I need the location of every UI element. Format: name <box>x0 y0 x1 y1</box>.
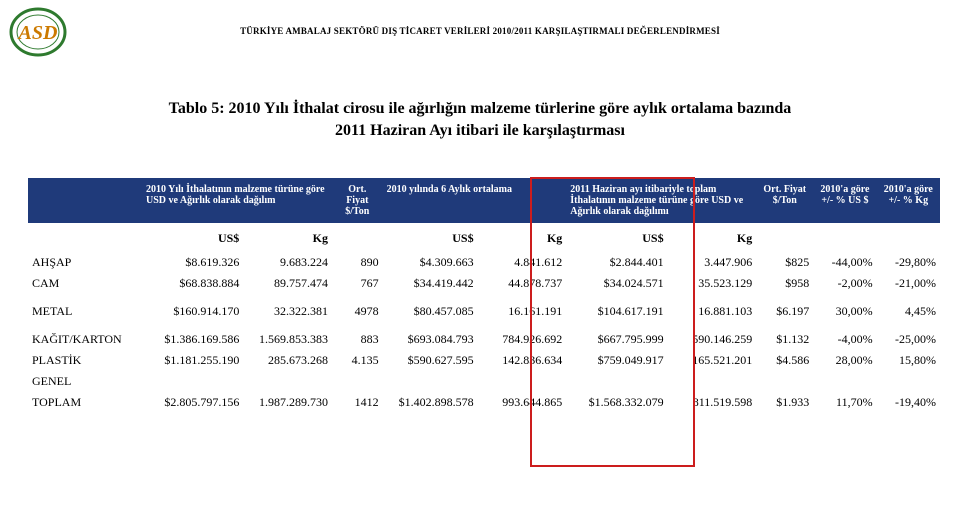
cell: $2.844.401 <box>566 252 667 273</box>
table-row: METAL$160.914.17032.322.3814978$80.457.0… <box>28 294 940 322</box>
cell: $6.197 <box>756 294 813 322</box>
cell: 28,00% <box>813 350 876 371</box>
cell: $693.084.793 <box>383 322 478 350</box>
table-title: Tablo 5: 2010 Yılı İthalat cirosu ile ağ… <box>50 98 910 141</box>
cell: 1.569.853.383 <box>243 322 332 350</box>
cell: 4,45% <box>877 294 940 322</box>
unit-usd-3: US$ <box>566 223 667 252</box>
cell: 767 <box>332 273 383 294</box>
cell: -29,80% <box>877 252 940 273</box>
row-label: CAM <box>28 273 142 294</box>
cell: $160.914.170 <box>142 294 243 322</box>
cell: 35.523.129 <box>668 273 757 294</box>
cell: $825 <box>756 252 813 273</box>
table-header-blue: 2010 Yılı İthalatının malzeme türüne gör… <box>28 178 940 223</box>
unit-usd-2: US$ <box>383 223 478 252</box>
cell: -19,40% <box>877 392 940 413</box>
table-body: AHŞAP$8.619.3269.683.224890$4.309.6634.8… <box>28 252 940 413</box>
cell: 9.683.224 <box>243 252 332 273</box>
table-row: PLASTİK$1.181.255.190285.673.2684.135$59… <box>28 350 940 371</box>
cell: 890 <box>332 252 383 273</box>
cell: -2,00% <box>813 273 876 294</box>
cell: 44.878.737 <box>478 273 567 294</box>
cell: 811.519.598 <box>668 392 757 413</box>
cell: 883 <box>332 322 383 350</box>
cell: $34.419.442 <box>383 273 478 294</box>
row-label: METAL <box>28 294 142 322</box>
cell: 32.322.381 <box>243 294 332 322</box>
cell: $1.386.169.586 <box>142 322 243 350</box>
cell: $2.805.797.156 <box>142 392 243 413</box>
cell: $80.457.085 <box>383 294 478 322</box>
table-row: AHŞAP$8.619.3269.683.224890$4.309.6634.8… <box>28 252 940 273</box>
cell: $1.402.898.578 <box>383 392 478 413</box>
cell: 1412 <box>332 392 383 413</box>
cell: 16.881.103 <box>668 294 757 322</box>
table-row: TOPLAM$2.805.797.1561.987.289.7301412$1.… <box>28 392 940 413</box>
cell: 1.987.289.730 <box>243 392 332 413</box>
cell: 4978 <box>332 294 383 322</box>
cell: 15,80% <box>877 350 940 371</box>
cell: 993.644.865 <box>478 392 567 413</box>
table-row: KAĞIT/KARTON$1.386.169.5861.569.853.3838… <box>28 322 940 350</box>
unit-kg-2: Kg <box>478 223 567 252</box>
table-row: CAM$68.838.88489.757.474767$34.419.44244… <box>28 273 940 294</box>
cell: $1.568.332.079 <box>566 392 667 413</box>
hdr-col-2: Ort. Fiyat $/Ton <box>332 178 383 223</box>
cell: 590.146.259 <box>668 322 757 350</box>
cell: -4,00% <box>813 322 876 350</box>
cell: $4.309.663 <box>383 252 478 273</box>
cell: 165.521.201 <box>668 350 757 371</box>
hdr-col-4: 2011 Haziran ayı itibariyle toplam İthal… <box>566 178 756 223</box>
cell: $104.617.191 <box>566 294 667 322</box>
cell: -21,00% <box>877 273 940 294</box>
row-label-extra: GENEL <box>28 371 142 392</box>
title-line-2: 2011 Haziran Ayı itibari ile karşılaştır… <box>50 120 910 142</box>
table-header-units: US$ Kg US$ Kg US$ Kg <box>28 223 940 252</box>
cell: $8.619.326 <box>142 252 243 273</box>
cell: $34.024.571 <box>566 273 667 294</box>
hdr-col-7: 2010'a göre +/- % Kg <box>877 178 940 223</box>
hdr-col-3: 2010 yılında 6 Aylık ortalama <box>383 178 567 223</box>
hdr-col-6: 2010'a göre +/- % US $ <box>813 178 876 223</box>
unit-usd-1: US$ <box>142 223 243 252</box>
cell: $1.933 <box>756 392 813 413</box>
row-label: KAĞIT/KARTON <box>28 322 142 350</box>
row-label: AHŞAP <box>28 252 142 273</box>
cell: $590.627.595 <box>383 350 478 371</box>
row-label: TOPLAM <box>28 392 142 413</box>
cell: $4.586 <box>756 350 813 371</box>
cell: 285.673.268 <box>243 350 332 371</box>
unit-kg-3: Kg <box>668 223 757 252</box>
cell: $958 <box>756 273 813 294</box>
cell: 30,00% <box>813 294 876 322</box>
table-wrapper: 2010 Yılı İthalatının malzeme türüne gör… <box>28 178 940 413</box>
cell: 3.447.906 <box>668 252 757 273</box>
cell: 142.836.634 <box>478 350 567 371</box>
cell: $1.181.255.190 <box>142 350 243 371</box>
page-header-small: TÜRKİYE AMBALAJ SEKTÖRÜ DIŞ TİCARET VERİ… <box>0 26 960 36</box>
cell: 16.161.191 <box>478 294 567 322</box>
unit-kg-1: Kg <box>243 223 332 252</box>
cell: $667.795.999 <box>566 322 667 350</box>
row-label: PLASTİK <box>28 350 142 371</box>
cell: 4.135 <box>332 350 383 371</box>
cell: 89.757.474 <box>243 273 332 294</box>
cell: 11,70% <box>813 392 876 413</box>
hdr-col-5: Ort. Fiyat $/Ton <box>756 178 813 223</box>
cell: 784.926.692 <box>478 322 567 350</box>
cell: -44,00% <box>813 252 876 273</box>
cell: 4.841.612 <box>478 252 567 273</box>
cell: $68.838.884 <box>142 273 243 294</box>
title-line-1: Tablo 5: 2010 Yılı İthalat cirosu ile ağ… <box>50 98 910 120</box>
cell: $759.049.917 <box>566 350 667 371</box>
cell: -25,00% <box>877 322 940 350</box>
data-table: 2010 Yılı İthalatının malzeme türüne gör… <box>28 178 940 413</box>
hdr-col-1: 2010 Yılı İthalatının malzeme türüne gör… <box>142 178 332 223</box>
cell: $1.132 <box>756 322 813 350</box>
